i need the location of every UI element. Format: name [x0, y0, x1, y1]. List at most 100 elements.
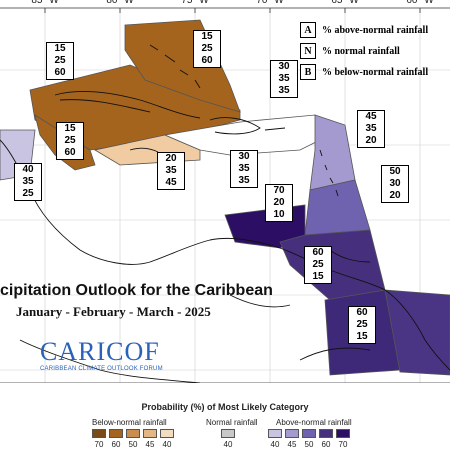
legend-tick: 50 [128, 440, 138, 449]
prob-above: 15 [64, 123, 76, 134]
prob-normal: 25 [356, 319, 368, 330]
probability-box: 30 35 35 [270, 60, 298, 98]
map-title: cipitation Outlook for the Caribbean [0, 282, 273, 299]
region-hispaniola-puerto-rico [163, 114, 321, 156]
prob-below: 35 [238, 175, 250, 186]
prob-above: 30 [238, 151, 250, 162]
key-letter-above: A [300, 22, 316, 38]
legend-swatch-above [336, 429, 350, 438]
region-venezuela-coast [279, 229, 386, 301]
logo-wordmark: CARICOF [40, 337, 160, 366]
prob-above: 45 [365, 111, 377, 122]
legend-swatch-below [109, 429, 123, 438]
prob-above: 30 [278, 61, 290, 72]
longitude-label: 70° W [256, 0, 284, 6]
prob-normal: 35 [278, 73, 290, 84]
prob-below: 25 [22, 188, 34, 199]
probability-box: 60 25 15 [304, 246, 332, 284]
coastlines [0, 44, 450, 384]
key-letter-below: B [300, 64, 316, 80]
legend-tick: 40 [270, 440, 280, 449]
prob-above: 60 [312, 247, 324, 258]
probability-box: 50 30 20 [381, 165, 409, 203]
probability-box: 70 20 10 [265, 184, 293, 222]
legend-above-label: Above-normal rainfall [276, 418, 352, 427]
key-row-above: A % above-normal rainfall [300, 22, 428, 38]
probability-box: 30 35 35 [230, 150, 258, 188]
key-letter-normal: N [300, 43, 316, 59]
longitude-label: 60° W [406, 0, 434, 6]
prob-above: 70 [273, 185, 285, 196]
longitude-label: 85° W [31, 0, 59, 6]
region-south-land [384, 289, 450, 376]
prob-below: 45 [165, 177, 177, 188]
prob-below: 60 [64, 147, 76, 158]
prob-normal: 35 [165, 165, 177, 176]
map-subtitle: January - February - March - 2025 [16, 304, 211, 319]
probability-box: 15 25 60 [193, 30, 221, 68]
prob-normal: 35 [365, 123, 377, 134]
prob-above: 40 [22, 164, 34, 175]
probability-box: 15 25 60 [46, 42, 74, 80]
legend-swatch-normal [221, 429, 235, 438]
prob-normal: 20 [273, 197, 285, 208]
legend-tick: 60 [321, 440, 331, 449]
legend-swatch-above [268, 429, 282, 438]
prob-below: 20 [365, 135, 377, 146]
prob-below: 15 [312, 271, 324, 282]
prob-normal: 35 [22, 176, 34, 187]
prob-normal: 30 [389, 178, 401, 189]
caricof-logo: CARICOF CARIBBEAN CLIMATE OUTLOOK FORUM [40, 338, 185, 378]
legend-tick: 45 [287, 440, 297, 449]
prob-below: 20 [389, 190, 401, 201]
prob-below: 60 [54, 67, 66, 78]
prob-normal: 25 [312, 259, 324, 270]
prob-below: 60 [201, 55, 213, 66]
legend-tick: 60 [111, 440, 121, 449]
legend-tick: 50 [304, 440, 314, 449]
legend-normal-label: Normal rainfall [206, 418, 258, 427]
longitude-label: 65° W [331, 0, 359, 6]
legend-swatch-below [160, 429, 174, 438]
probability-box: 45 35 20 [357, 110, 385, 148]
legend-title: Probability (%) of Most Likely Category [141, 402, 309, 412]
legend-tick: 40 [223, 440, 233, 449]
longitude-label: 80° W [106, 0, 134, 6]
logo-tagline: CARIBBEAN CLIMATE OUTLOOK FORUM [40, 366, 163, 372]
legend-tick: 45 [145, 440, 155, 449]
legend-tick: 40 [162, 440, 172, 449]
prob-above: 50 [389, 166, 401, 177]
region-leeward-islands [309, 114, 356, 191]
legend-tick: 70 [94, 440, 104, 449]
probability-box: 15 25 60 [56, 122, 84, 160]
key-text-above: % above-normal rainfall [322, 24, 429, 36]
legend-swatch-above [285, 429, 299, 438]
probability-box: 20 35 45 [157, 152, 185, 190]
probability-legend: Probability (%) of Most Likely Category … [0, 383, 450, 450]
prob-normal: 25 [201, 43, 213, 54]
prob-normal: 25 [54, 55, 66, 66]
key-row-normal: N % normal rainfall [300, 43, 400, 59]
prob-below: 35 [278, 85, 290, 96]
legend-swatch-below [126, 429, 140, 438]
prob-normal: 35 [238, 163, 250, 174]
prob-above: 15 [54, 43, 66, 54]
prob-normal: 25 [64, 135, 76, 146]
longitude-label: 75° W [181, 0, 209, 6]
prob-above: 15 [201, 31, 213, 42]
prob-above: 20 [165, 153, 177, 164]
key-text-below: % below-normal rainfall [322, 66, 429, 78]
prob-below: 10 [273, 209, 285, 220]
legend-swatch-below [143, 429, 157, 438]
legend-swatch-below [92, 429, 106, 438]
key-row-below: B % below-normal rainfall [300, 64, 428, 80]
legend-tick: 70 [338, 440, 348, 449]
legend-below-label: Below-normal rainfall [92, 418, 167, 427]
key-text-normal: % normal rainfall [322, 45, 400, 57]
prob-below: 15 [356, 331, 368, 342]
legend-swatch-above [319, 429, 333, 438]
probability-box: 60 25 15 [348, 306, 376, 344]
probability-box: 40 35 25 [14, 163, 42, 201]
legend-swatch-above [302, 429, 316, 438]
